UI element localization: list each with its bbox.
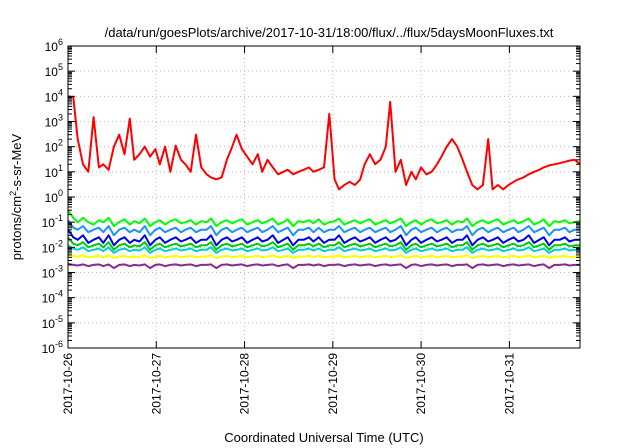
- y-tick-base: 10: [45, 141, 59, 155]
- y-tick-base: 10: [42, 292, 56, 306]
- y-tick-base: 10: [42, 342, 56, 356]
- grid-lines: [68, 46, 580, 348]
- y-tick-exponent: -5: [55, 314, 63, 324]
- y-tick-label: 10-2: [42, 238, 63, 255]
- y-tick-label: 10-6: [42, 339, 63, 356]
- x-tick-label: 2017-10-26: [61, 353, 75, 415]
- y-tick-exponent: -3: [55, 264, 63, 274]
- series-line-3: [67, 219, 580, 237]
- x-axis-title: Coordinated Universal Time (UTC): [224, 430, 423, 445]
- y-tick-base: 10: [42, 317, 56, 331]
- y-tick-label: 10-1: [42, 213, 63, 230]
- y-tick-base: 10: [45, 65, 59, 79]
- y-tick-label: 10-4: [42, 289, 63, 306]
- x-axis-ticks: 2017-10-26 2017-10-27 2017-10-28 2017-10-29…: [61, 46, 516, 414]
- y-tick-label: 100: [45, 188, 63, 205]
- series-line-2: [67, 209, 581, 228]
- y-tick-exponent: -6: [55, 339, 63, 349]
- y-tick-base: 10: [45, 116, 59, 130]
- series-line-6: [67, 244, 580, 254]
- y-tick-exponent: 6: [58, 37, 63, 47]
- y-tick-exponent: 1: [58, 163, 63, 173]
- series-lines: [67, 95, 581, 270]
- y-tick-base: 10: [42, 241, 56, 255]
- y-axis-title: protons/cm2-s-sr-MeV: [8, 133, 24, 260]
- y-axis-title-superscript: 2: [8, 191, 18, 196]
- x-tick-label: 2017-10-29: [326, 353, 340, 415]
- y-tick-base: 10: [45, 40, 59, 54]
- y-tick-exponent: -1: [55, 213, 63, 223]
- y-tick-label: 105: [45, 62, 63, 79]
- y-tick-label: 10-3: [42, 264, 63, 281]
- x-tick-label: 2017-10-31: [502, 353, 516, 415]
- y-tick-base: 10: [45, 166, 59, 180]
- x-tick-label: 2017-10-27: [149, 353, 163, 415]
- y-tick-exponent: -4: [55, 289, 63, 299]
- y-tick-base: 10: [45, 191, 59, 205]
- x-tick-label: 2017-10-30: [414, 353, 428, 415]
- x-tick-label: 2017-10-28: [238, 353, 252, 415]
- series-line-5: [67, 236, 580, 251]
- y-tick-exponent: 5: [58, 62, 63, 72]
- y-tick-exponent: 2: [58, 138, 63, 148]
- y-axis-title-main: protons/cm: [9, 196, 24, 260]
- y-axis-ticks: 10-610-510-410-310-210-11001011021031041…: [42, 37, 580, 356]
- y-tick-base: 10: [42, 267, 56, 281]
- y-tick-base: 10: [42, 216, 56, 230]
- series-line-8: [67, 262, 580, 270]
- y-axis-title-units: -s-sr-MeV: [9, 133, 24, 190]
- y-tick-exponent: -2: [55, 238, 63, 248]
- y-tick-label: 104: [45, 87, 63, 104]
- y-tick-label: 101: [45, 163, 63, 180]
- series-line-7: [67, 253, 580, 259]
- y-tick-label: 106: [45, 37, 63, 54]
- series-line-4: [67, 229, 580, 247]
- y-tick-exponent: 3: [58, 113, 63, 123]
- y-tick-exponent: 4: [58, 87, 63, 97]
- series-line-1: [67, 95, 581, 191]
- y-tick-base: 10: [45, 90, 59, 104]
- y-tick-label: 10-5: [42, 314, 63, 331]
- chart-title: /data/run/goesPlots/archive/2017-10-31/1…: [105, 25, 554, 40]
- y-tick-label: 102: [45, 138, 63, 155]
- y-tick-label: 103: [45, 113, 63, 130]
- y-tick-exponent: 0: [58, 188, 63, 198]
